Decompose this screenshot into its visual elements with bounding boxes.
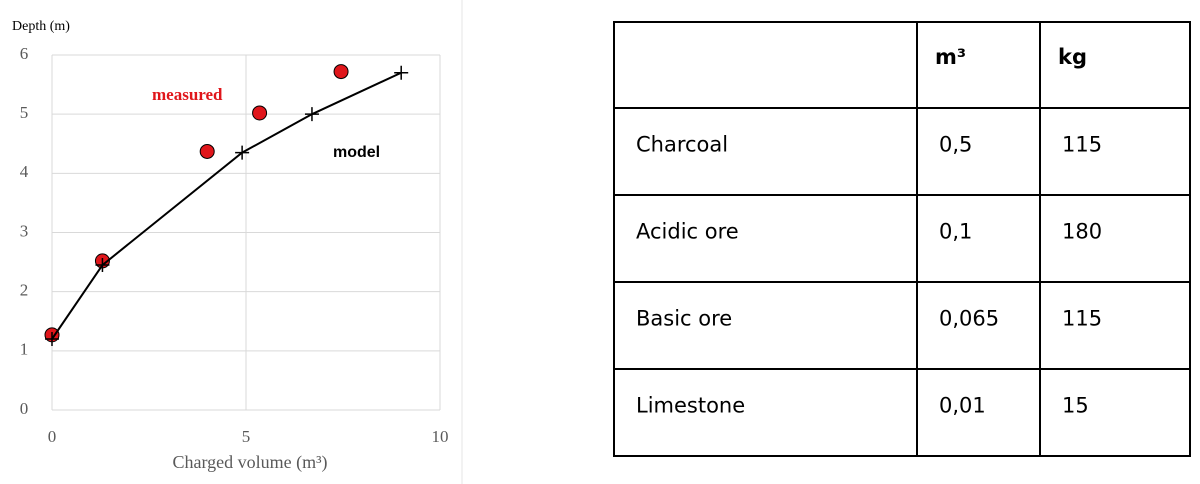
- table-header-cell: m³: [935, 45, 966, 69]
- series-line: [51, 71, 402, 340]
- x-tick-label: 10: [432, 427, 449, 446]
- table-cell: Basic ore: [636, 307, 732, 331]
- y-tick-label: 5: [20, 103, 29, 122]
- point: [333, 64, 349, 80]
- table: m³ kg Charcoal 0,5 115 Acidic ore 0,1 180 Basic …: [613, 21, 1191, 457]
- table-cell: 115: [1062, 307, 1102, 331]
- y-tick-label: 1: [20, 340, 29, 359]
- y-tick-label: 0: [20, 399, 29, 418]
- y-axis-title: Depth (m): [12, 19, 70, 34]
- table-cell: 0,5: [939, 133, 972, 157]
- x-tick-label: 0: [48, 427, 57, 446]
- point: [394, 65, 409, 80]
- table-cell: Limestone: [636, 394, 745, 418]
- y-tick-label: 6: [20, 44, 29, 63]
- y-tick-label: 2: [20, 281, 29, 300]
- table-cell: 0,065: [939, 307, 999, 331]
- series-label: model: [333, 144, 380, 161]
- point: [45, 332, 59, 346]
- y-tick-label: 3: [20, 221, 29, 240]
- point: [304, 107, 319, 122]
- point: [235, 145, 250, 160]
- table-cell: 0,01: [939, 394, 986, 418]
- point: [252, 105, 268, 121]
- x-axis-title: Charged volume (m³): [172, 452, 327, 473]
- point: [199, 143, 215, 159]
- series-label: measured: [152, 85, 223, 104]
- table-cell: 180: [1062, 220, 1102, 244]
- y-tick-label: 4: [20, 162, 29, 181]
- table-cell: 115: [1062, 133, 1102, 157]
- x-tick-label: 5: [242, 427, 251, 446]
- table-header-cell: kg: [1058, 45, 1087, 69]
- table-cell: Acidic ore: [636, 220, 739, 244]
- table-cell: Charcoal: [636, 133, 728, 157]
- table-cell: 15: [1062, 394, 1089, 418]
- table-cell: 0,1: [939, 220, 972, 244]
- point: [95, 258, 110, 273]
